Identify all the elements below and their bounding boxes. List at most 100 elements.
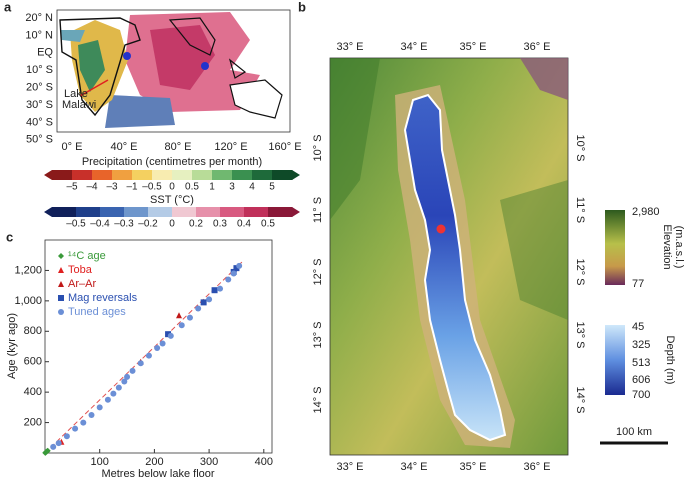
- lon-label: 36° E: [523, 41, 550, 53]
- lat-label: 13° S: [574, 321, 586, 348]
- colorbar-tick: 0.5: [185, 182, 199, 193]
- point: [55, 440, 62, 447]
- point: [145, 352, 152, 359]
- colorbar-segment: [52, 170, 73, 180]
- colorbar-tick: 4: [249, 182, 255, 193]
- lon-label: 33° E: [336, 461, 363, 473]
- colorbar-segment: [124, 207, 149, 217]
- point: [129, 367, 136, 374]
- colorbar-title: Elevation: [661, 224, 673, 269]
- lon-label: 34° E: [400, 41, 427, 53]
- point: [154, 345, 161, 352]
- lat-label: 30° S: [26, 99, 53, 111]
- y-tick-label: 400: [24, 386, 42, 398]
- lon-label: 160° E: [268, 141, 301, 153]
- lat-label: EQ: [37, 47, 53, 59]
- colorbar-segment: [172, 170, 193, 180]
- point: [63, 433, 70, 440]
- colorbar-tick: –0.2: [138, 219, 158, 230]
- colorbar-segment: [92, 170, 113, 180]
- legend-label: ¹⁴C age: [68, 250, 106, 262]
- panel-label: a: [4, 0, 12, 14]
- colorbar-segment: [196, 207, 221, 217]
- colorbar-segment: [152, 170, 173, 180]
- lat-label: 40° S: [26, 116, 53, 128]
- colorbar-segment: [72, 170, 93, 180]
- lat-label: 20° S: [26, 82, 53, 94]
- colorbar-tick: 0: [169, 219, 175, 230]
- lat-label: 12° S: [574, 258, 586, 285]
- colorbar-tick: 0: [169, 182, 175, 193]
- y-tick-label: 1,000: [14, 295, 42, 307]
- colorbar-tick: 0.3: [213, 219, 227, 230]
- panel-label: b: [298, 0, 306, 14]
- point: [159, 340, 166, 347]
- lon-label: 80° E: [164, 141, 191, 153]
- colorbar-segment: [268, 207, 293, 217]
- colorbar-tick: –5: [66, 182, 78, 193]
- colorbar-title: (m.a.s.l.): [673, 226, 685, 269]
- lon-label: 120° E: [214, 141, 247, 153]
- colorbar-segment: [220, 207, 245, 217]
- lat-label: 10° N: [25, 29, 53, 41]
- colorbar-tick: –0.3: [114, 219, 134, 230]
- y-tick-label: 600: [24, 356, 42, 368]
- colorbar-segment: [112, 170, 133, 180]
- colorbar-tick: –0.5: [66, 219, 86, 230]
- point: [167, 332, 174, 339]
- point: [195, 305, 202, 312]
- colorbar-segment: [100, 207, 125, 217]
- point: [115, 384, 122, 391]
- legend-label: Toba: [68, 264, 93, 276]
- lon-label: 33° E: [336, 41, 363, 53]
- lat-label: 10° S: [312, 134, 324, 161]
- legend-label: Ar–Ar: [68, 278, 96, 290]
- lat-label: 13° S: [312, 321, 324, 348]
- point: [211, 287, 218, 294]
- colorbar-tick: –1: [126, 182, 138, 193]
- point: [80, 419, 87, 426]
- point: [206, 296, 213, 303]
- point: [88, 411, 95, 418]
- point: [124, 373, 131, 380]
- lon-label: 36° E: [523, 461, 550, 473]
- colorbar-segment: [148, 207, 173, 217]
- map-a: [56, 9, 291, 133]
- legend-marker: [58, 309, 64, 315]
- point: [178, 322, 185, 329]
- y-tick-label: 1,200: [14, 264, 42, 276]
- colorbar-segment: [132, 170, 153, 180]
- plot-frame: [44, 239, 273, 454]
- point: [96, 404, 103, 411]
- colorbar-tick: 0.4: [237, 219, 251, 230]
- point: [110, 390, 117, 397]
- x-axis-label: Metres below lake floor: [101, 468, 214, 480]
- point: [225, 276, 232, 283]
- colorbar-tick: –0.5: [142, 182, 162, 193]
- x-tick-label: 200: [145, 456, 163, 468]
- annotation: Malawi: [62, 99, 96, 111]
- lat-label: 11° S: [574, 197, 586, 223]
- lon-label: 40° E: [110, 141, 137, 153]
- colorbar-segment: [232, 170, 253, 180]
- colorbar-title: Precipitation (centimetres per month): [82, 156, 262, 168]
- point: [121, 378, 128, 385]
- y-tick-label: 200: [24, 416, 42, 428]
- annotation: Lake: [64, 88, 88, 100]
- lat-label: 50° S: [26, 134, 53, 146]
- lon-label: 0° E: [62, 141, 83, 153]
- colorbar-end: [44, 207, 52, 217]
- colorbar-tick: 1: [209, 182, 215, 193]
- colorbar-tick: 0.5: [261, 219, 275, 230]
- lat-label: 20° N: [25, 12, 53, 24]
- colorbar-segment: [252, 170, 273, 180]
- colorbar-segment: [52, 207, 77, 217]
- point: [104, 396, 111, 403]
- point: [44, 447, 51, 454]
- point: [200, 299, 207, 306]
- colorbar-tick: 606: [632, 374, 650, 386]
- point: [50, 443, 57, 450]
- lon-label: 35° E: [459, 461, 486, 473]
- point: [217, 285, 224, 292]
- legend-marker: [58, 253, 64, 259]
